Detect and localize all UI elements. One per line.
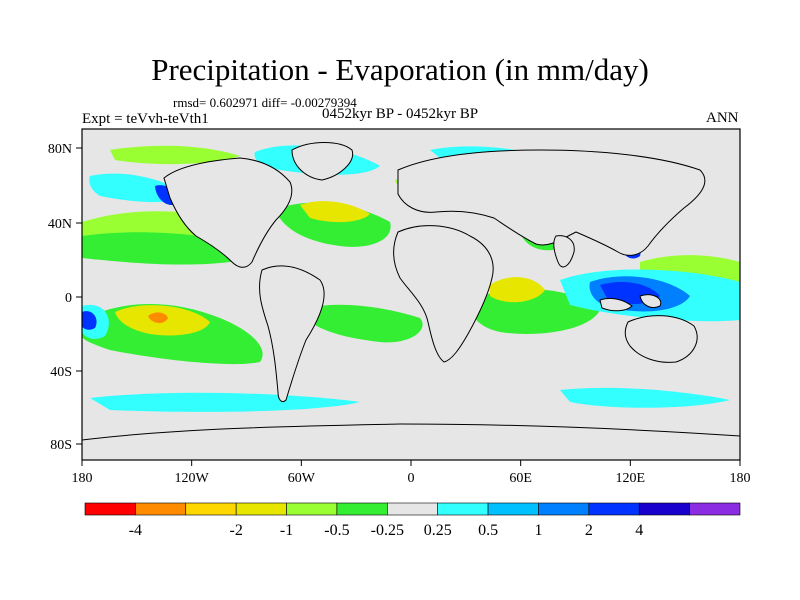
contour-yellow-atl bbox=[490, 277, 545, 303]
lat-tick-label: 40S bbox=[50, 365, 72, 380]
colorbar-swatch bbox=[286, 502, 338, 516]
lon-axis: 180 120W 60W 0 60E 120E 180 bbox=[72, 460, 751, 486]
lon-tick-label: 180 bbox=[72, 471, 93, 486]
lat-tick-label: 40N bbox=[48, 217, 72, 232]
lon-tick-label: 0 bbox=[408, 471, 415, 486]
continent-greenland bbox=[291, 142, 354, 181]
stats-label: rmsd= 0.602971 diff= -0.00279394 bbox=[173, 95, 357, 110]
contour-cyan-southern-east bbox=[560, 387, 730, 408]
contour-yellow-natl bbox=[300, 201, 370, 223]
lat-tick-label: 0 bbox=[65, 291, 72, 306]
period-label: 0452kyr BP - 0452kyr BP bbox=[322, 106, 479, 122]
lat-tick-label: 80S bbox=[50, 438, 72, 453]
colorbar-swatch bbox=[689, 502, 741, 516]
chart-title: Precipitation - Evaporation (in mm/day) bbox=[151, 52, 649, 87]
colorbar-label: 4 bbox=[635, 522, 643, 539]
lon-tick-label: 180 bbox=[730, 471, 751, 486]
colorbar-swatch bbox=[487, 502, 539, 516]
colorbar-swatch bbox=[135, 502, 187, 516]
colorbar-swatch bbox=[336, 502, 388, 516]
colorbar-swatch bbox=[235, 502, 287, 516]
lat-tick-label: 80N bbox=[48, 142, 72, 157]
continent-africa bbox=[393, 225, 494, 363]
experiment-label: Expt = teVvh-teVth1 bbox=[82, 111, 209, 127]
colorbar-label: 2 bbox=[585, 522, 593, 539]
coastlines bbox=[82, 142, 740, 460]
continent-indonesia bbox=[599, 294, 662, 312]
continent-south-america bbox=[259, 265, 325, 403]
colorbar-label: 0.25 bbox=[424, 522, 452, 539]
colorbar-swatch bbox=[638, 502, 690, 516]
colorbar-label: -0.5 bbox=[324, 522, 349, 539]
contour-green-arctic-west bbox=[110, 145, 240, 165]
season-label: ANN bbox=[706, 110, 739, 126]
colorbar: -4 -2 -1 -0.5 -0.25 0.25 0.5 1 2 4 bbox=[84, 502, 741, 539]
colorbar-swatch bbox=[84, 502, 136, 516]
continent-australia bbox=[624, 315, 698, 363]
colorbar-label: 0.5 bbox=[478, 522, 498, 539]
colorbar-label: 1 bbox=[534, 522, 542, 539]
colorbar-label: -0.25 bbox=[371, 522, 404, 539]
colorbar-swatch bbox=[185, 502, 237, 516]
lon-tick-label: 60E bbox=[509, 471, 532, 486]
colorbar-swatch bbox=[538, 502, 590, 516]
continent-india bbox=[553, 235, 575, 268]
colorbar-label: -4 bbox=[129, 522, 142, 539]
lon-tick-label: 120W bbox=[175, 471, 210, 486]
lon-tick-label: 120E bbox=[616, 471, 646, 486]
contour-blue-epac bbox=[82, 311, 97, 330]
continent-north-america bbox=[163, 157, 293, 268]
colorbar-label: -1 bbox=[280, 522, 293, 539]
continent-eurasia bbox=[397, 149, 706, 256]
lon-tick-label: 60W bbox=[288, 471, 316, 486]
contour-cyan-southern bbox=[90, 392, 360, 412]
colorbar-swatch bbox=[387, 502, 438, 516]
colorbar-swatch bbox=[588, 502, 640, 516]
lat-axis: 80N 40N 0 40S 80S bbox=[48, 142, 82, 453]
colorbar-label: -2 bbox=[229, 522, 242, 539]
colorbar-swatch bbox=[437, 502, 489, 516]
contour-green-satl bbox=[300, 304, 423, 343]
continent-antarctica bbox=[82, 423, 740, 460]
contour-orange-spac bbox=[148, 312, 168, 324]
